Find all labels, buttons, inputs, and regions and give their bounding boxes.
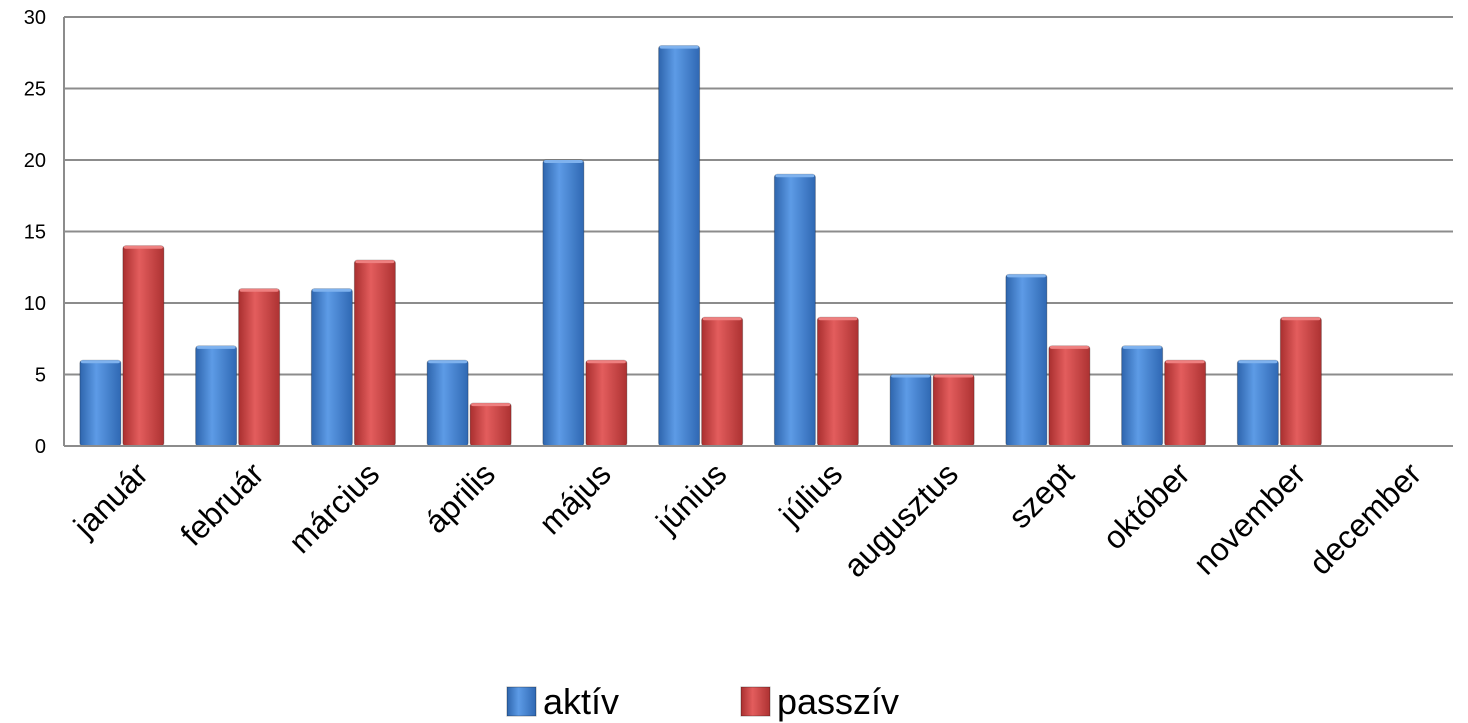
x-tick-label: július (772, 455, 850, 533)
bar-aktív-október (1121, 345, 1164, 447)
x-tick-label: augusztus (836, 455, 965, 584)
bar-passzív-július (816, 316, 859, 447)
bar-aktív-március (310, 288, 353, 447)
bar-aktív-július (773, 173, 816, 447)
bar-cap (1006, 274, 1046, 278)
y-tick-label: 30 (24, 7, 46, 29)
bar-cap (1049, 345, 1089, 349)
bar-passzív-június (701, 316, 744, 447)
x-tick-label: február (173, 455, 270, 552)
bar-cap (934, 374, 974, 378)
x-tick-label: június (648, 455, 733, 540)
y-tick-label: 15 (24, 222, 46, 244)
x-tick-label: március (282, 455, 387, 560)
x-tick-label: január (66, 455, 155, 544)
bar-cap (196, 345, 236, 349)
bars (79, 45, 1322, 447)
bar-aktív-szept (1005, 273, 1048, 447)
bar-cap (1281, 317, 1321, 321)
bar-cap (239, 288, 279, 292)
bar-cap (659, 45, 699, 49)
bar-cap (586, 360, 626, 364)
bar-cap (891, 374, 931, 378)
x-axis: január február március április május június jú… (64, 445, 1453, 584)
legend-label-passzív: passzív (777, 681, 899, 722)
bar-passzív-május (585, 359, 628, 447)
bar-passzív-január (122, 245, 165, 447)
bar-passzív-augusztus (932, 374, 975, 447)
bar-cap (775, 174, 815, 178)
bar-cap (1122, 345, 1162, 349)
bar-cap (1238, 360, 1278, 364)
bar-cap (355, 260, 395, 264)
x-tick-label: szept (1001, 455, 1081, 535)
bar-passzív-február (238, 288, 281, 447)
bar-passzív-október (1164, 359, 1207, 447)
bar-aktív-november (1236, 359, 1279, 447)
y-tick-label: 10 (24, 293, 46, 315)
bar-cap (428, 360, 468, 364)
legend: aktív passzív (506, 681, 899, 722)
bar-cap (123, 245, 163, 249)
bar-passzív-április (469, 402, 512, 447)
bar-cap (471, 403, 511, 407)
x-tick-label: október (1096, 455, 1197, 556)
x-tick-label: május (532, 455, 618, 541)
bar-cap (80, 360, 120, 364)
x-tick-label: december (1302, 455, 1428, 581)
bar-aktív-április (426, 359, 469, 447)
x-tick-label: április (418, 455, 503, 540)
legend-label-aktív: aktív (543, 681, 619, 722)
bar-cap (702, 317, 742, 321)
y-axis: 0 5 10 15 20 25 30 (24, 7, 65, 458)
bar-cap (543, 160, 583, 163)
bar-aktív-június (658, 45, 701, 447)
gridlines (64, 16, 1453, 447)
legend-swatch-passzív (740, 686, 771, 717)
bar-passzív-március (353, 259, 396, 447)
legend-swatch-aktív (506, 686, 537, 717)
bar-passzív-november (1279, 316, 1322, 447)
bar-aktív-január (79, 359, 122, 447)
bar-aktív-február (195, 345, 238, 447)
y-tick-label: 0 (35, 436, 46, 458)
bar-aktív-május (542, 159, 585, 447)
y-tick-label: 5 (35, 365, 46, 387)
bar-cap (312, 288, 352, 292)
bar-cap (818, 317, 858, 321)
y-tick-label: 25 (24, 79, 46, 101)
bar-passzív-szept (1048, 345, 1091, 447)
y-tick-label: 20 (24, 150, 46, 172)
bar-cap (1165, 360, 1205, 364)
x-tick-label: november (1186, 455, 1312, 581)
bar-aktív-augusztus (889, 374, 932, 447)
